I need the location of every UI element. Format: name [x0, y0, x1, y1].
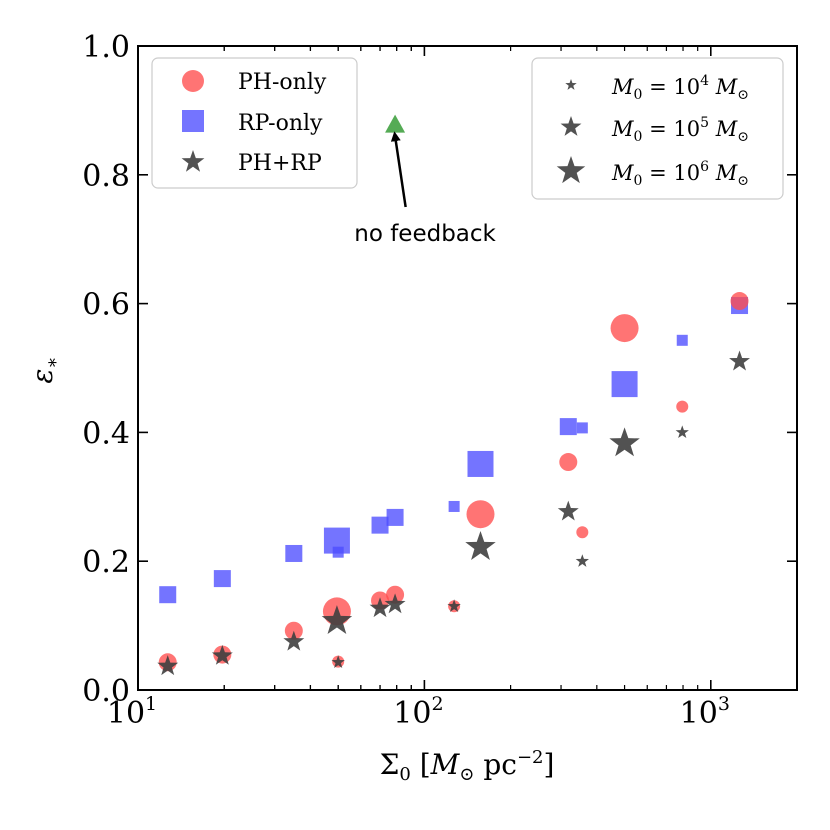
y-tick-label: 0.6 [82, 288, 130, 323]
legend-marker-ph-only-shape [182, 70, 204, 92]
ph-rp-point [321, 605, 353, 635]
ph-rp-point [557, 500, 579, 521]
y-tick-label: 0.2 [82, 545, 130, 580]
rp-only-point [371, 516, 389, 534]
y-tick-label: 0.8 [82, 159, 130, 194]
legend-label-rp-only: RP-only [238, 111, 323, 136]
ph-rp-point [384, 593, 406, 614]
rp-only-point [159, 586, 177, 604]
legend-label-ph-only: PH-only [238, 70, 327, 95]
rp-only-point [676, 334, 688, 346]
ph-only-point [466, 500, 495, 529]
legend-marker-rp-only-shape [182, 110, 204, 132]
no-feedback-annotation: no feedback [354, 221, 496, 247]
no-feedback-arrow [390, 131, 407, 208]
x-tick-label: 101 [107, 693, 157, 731]
mass-legend-label-1e6: M0 = 106 M⊙ [611, 159, 749, 189]
ph-rp-point [609, 427, 640, 457]
ph-only-point [576, 526, 589, 539]
mass-legend-marker-1e4 [565, 79, 577, 90]
x-tick-label: 103 [680, 693, 730, 731]
ph-only-point [676, 400, 689, 413]
mass-legend-box [531, 57, 784, 200]
ph-rp-point [447, 599, 461, 612]
y-tick-label: 0.4 [82, 416, 130, 451]
ph-rp-point [729, 350, 750, 371]
rp-only-point [559, 418, 577, 436]
ph-only-point [559, 453, 578, 472]
rp-only-point [611, 371, 638, 398]
x-tick-label: 102 [393, 693, 443, 731]
mass-legend-star-medium [560, 116, 582, 136]
legend-marker-ph-rp-shape [181, 150, 205, 172]
mass-legend-star-large [556, 156, 586, 184]
plot-frame [137, 45, 798, 691]
x-axis-label: Σ0 [M⊙ pc−2] [380, 747, 555, 785]
legend-marker-ph-rp [181, 150, 205, 172]
series-legend-box [151, 57, 358, 189]
rp-only-point [386, 508, 404, 526]
rp-only-point [332, 546, 344, 558]
rp-only-point [448, 500, 460, 512]
no-feedback-point [385, 114, 406, 133]
rp-only-point [576, 422, 588, 434]
data-points [157, 114, 750, 676]
mass-legend-star-small [565, 79, 577, 90]
axis-ticks: 0.0 0.2 0.4 0.6 0.8 1.0 101 102 103 [82, 30, 797, 731]
mass-legend: M0 = 104 M⊙ M0 = 105 M⊙ M0 = 106 M⊙ [531, 57, 784, 200]
rp-only-point [467, 450, 494, 477]
ph-rp-point [211, 644, 233, 665]
legend-marker-rp-only [182, 110, 204, 132]
series-legend: PH-only RP-only PH+RP [151, 57, 358, 189]
ph-rp-point [157, 655, 179, 676]
ph-rp-point [575, 554, 589, 567]
mass-legend-label-1e4: M0 = 104 M⊙ [611, 73, 749, 103]
ph-rp-point [369, 597, 391, 618]
y-tick-label: 1.0 [82, 30, 130, 65]
rp-only-point [213, 570, 231, 588]
ph-only-point [730, 292, 749, 311]
legend-label-ph-rp: PH+RP [238, 151, 322, 176]
y-tick-label: 0.0 [82, 674, 130, 709]
mass-legend-label-1e5: M0 = 105 M⊙ [611, 115, 749, 145]
ph-only-point [610, 314, 639, 343]
legend-marker-ph-only [182, 70, 204, 92]
ph-rp-point [675, 425, 689, 439]
ph-rp-point [331, 655, 345, 668]
mass-legend-marker-1e6 [556, 156, 586, 184]
ph-rp-point [283, 630, 305, 651]
ph-rp-point [465, 531, 496, 560]
y-axis-label: ε∗ [26, 356, 63, 383]
mass-legend-marker-1e5 [560, 116, 582, 136]
rp-only-point [285, 544, 303, 562]
